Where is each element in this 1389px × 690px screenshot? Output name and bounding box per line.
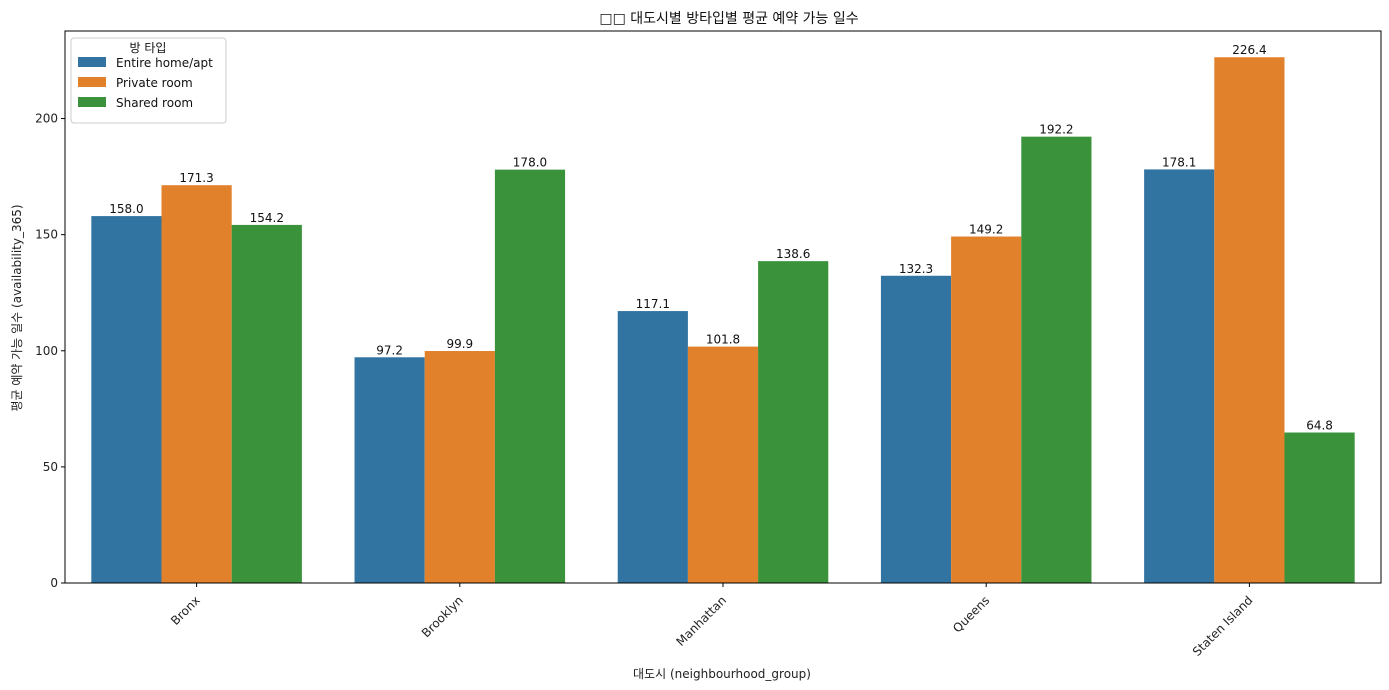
x-tick-label: Queens [950, 593, 992, 635]
bar-value-label: 178.1 [1162, 155, 1196, 169]
bar [1284, 432, 1355, 583]
bar-value-label: 154.2 [250, 211, 284, 225]
bar [494, 169, 566, 583]
y-tick-label: 50 [43, 460, 58, 474]
x-tick-label: Brooklyn [419, 593, 466, 640]
bar-value-label: 132.3 [899, 262, 933, 276]
bar-value-label: 117.1 [636, 297, 670, 311]
bar-value-label: 192.2 [1039, 123, 1073, 137]
y-tick-label: 150 [35, 228, 58, 242]
bar [1144, 169, 1215, 583]
x-tick-label: Staten Island [1190, 593, 1256, 659]
bar-value-label: 149.2 [969, 223, 1003, 237]
bar-value-label: 178.0 [513, 156, 547, 170]
y-tick-label: 200 [35, 112, 58, 126]
bar [951, 236, 1022, 583]
bar-value-label: 97.2 [376, 343, 403, 357]
bar-value-label: 138.6 [776, 247, 810, 261]
bar [617, 311, 688, 583]
bar-value-label: 226.4 [1232, 43, 1266, 57]
plot-area: 158.0 97.2 117.1 132.3 178.1 171.3 99.9 101.8 14… [35, 30, 1382, 659]
bar-value-label: 158.0 [109, 202, 143, 216]
bar [758, 261, 829, 583]
x-axis-label: 대도시 (neighbourhood_group) [633, 667, 811, 681]
chart-title: □□ 대도시별 방타입별 평균 예약 가능 일수 [599, 11, 858, 27]
bar-value-label: 101.8 [706, 333, 740, 347]
bar [424, 351, 495, 583]
bar [354, 357, 425, 583]
legend-frame [70, 37, 227, 124]
x-tick-label: Bronx [168, 593, 203, 628]
bar [91, 216, 162, 583]
legend-label: Entire home/apt [116, 56, 213, 70]
legend: 방 타입 Entire home/apt Private room Shared r… [70, 37, 227, 124]
bar [880, 275, 952, 583]
bar [1021, 136, 1092, 583]
legend-swatch [78, 57, 106, 67]
legend-title: 방 타입 [130, 41, 167, 55]
y-axis-label: 평균 예약 가능 일수 (availability_365) [9, 204, 24, 411]
bar [231, 224, 302, 583]
bar [161, 185, 232, 583]
legend-swatch [78, 77, 106, 87]
bar-value-label: 99.9 [446, 337, 473, 351]
legend-swatch [78, 97, 106, 107]
bar [1214, 57, 1285, 584]
bar-value-label: 171.3 [179, 171, 213, 185]
legend-label: Shared room [116, 96, 193, 110]
legend-label: Private room [116, 76, 193, 90]
bar-value-label: 64.8 [1306, 419, 1333, 433]
bar [687, 346, 759, 583]
y-tick-label: 100 [35, 344, 58, 358]
x-tick-label: Manhattan [674, 593, 730, 649]
y-tick-label: 0 [50, 576, 58, 590]
